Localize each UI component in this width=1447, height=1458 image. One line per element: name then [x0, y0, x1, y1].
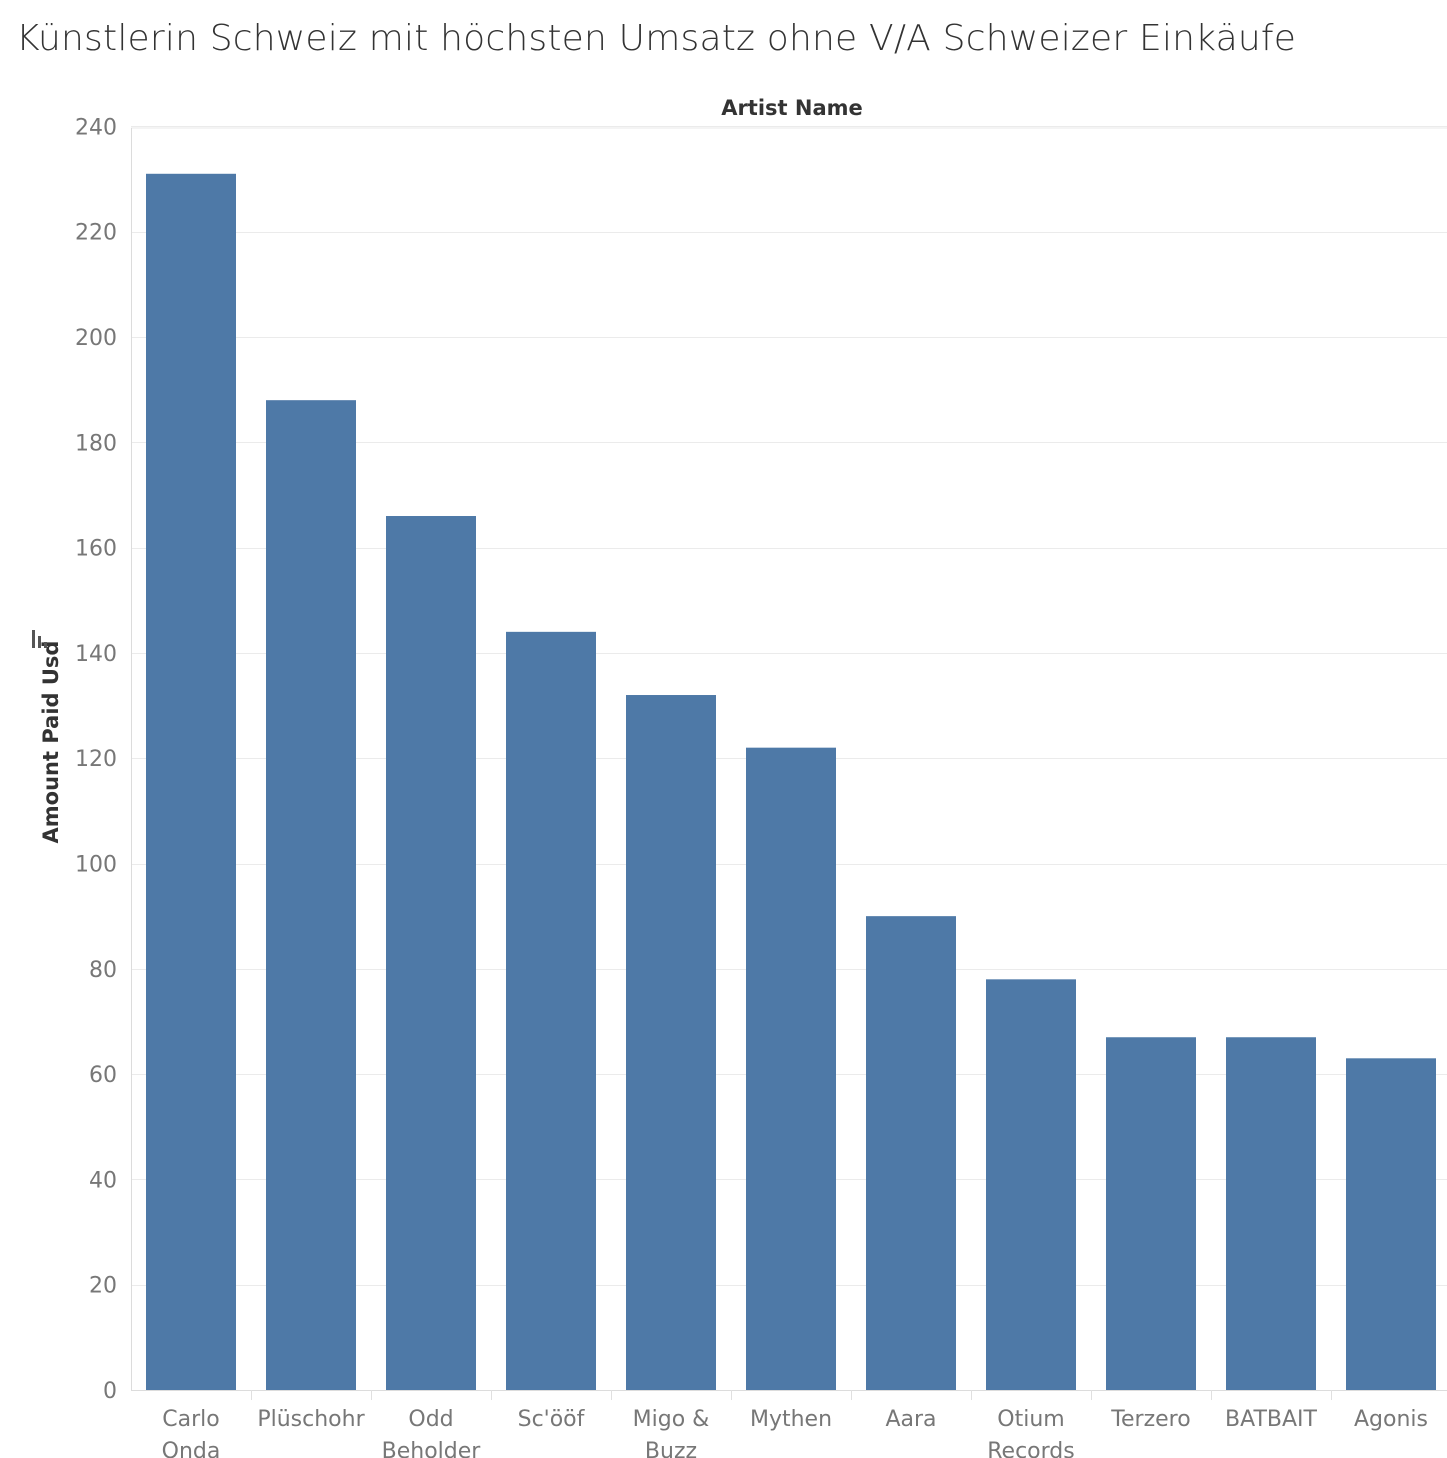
x-tick-label: Beholder	[382, 1439, 482, 1458]
y-tick-label: 220	[75, 221, 117, 246]
chart-title: Künstlerin Schweiz mit höchsten Umsatz o…	[16, 18, 1297, 59]
bar	[986, 979, 1076, 1390]
bar	[506, 631, 596, 1390]
y-tick-label: 200	[75, 326, 117, 351]
x-tick-label: Onda	[162, 1439, 221, 1458]
y-tick-label: 100	[75, 853, 117, 878]
y-tick-label: 0	[103, 1379, 117, 1404]
y-tick-label: 240	[75, 115, 117, 140]
x-tick-label: Records	[987, 1439, 1074, 1458]
bar	[1106, 1037, 1196, 1390]
bar	[386, 516, 476, 1390]
bars	[146, 173, 1436, 1390]
bar	[266, 400, 356, 1390]
x-tick-label: Agonis	[1354, 1407, 1428, 1432]
x-tick-label: Mythen	[750, 1407, 832, 1432]
x-tick-label: Odd	[408, 1407, 453, 1432]
x-tick-label: BATBAIT	[1225, 1407, 1318, 1432]
y-tick-label: 120	[75, 747, 117, 772]
bar	[866, 916, 956, 1390]
axes	[131, 127, 1447, 1400]
y-axis-title: Amount Paid Usd	[39, 641, 63, 844]
bar	[746, 747, 836, 1390]
x-tick-label: Carlo	[162, 1407, 219, 1432]
bar	[1346, 1058, 1436, 1390]
y-tick-label: 20	[89, 1274, 117, 1299]
x-category-labels: Carlo Onda Plüschohr Odd Beholder Sc'ööf Migo …	[162, 1407, 1428, 1458]
x-tick-label: Terzero	[1110, 1407, 1190, 1432]
y-tick-label: 140	[75, 642, 117, 667]
bar	[1226, 1037, 1316, 1390]
column-header: Artist Name	[721, 96, 863, 120]
y-tick-labels: 0 20 40 60 80 100 120 140 160 180 200 220 240	[75, 115, 117, 1404]
x-tick-label: Aara	[885, 1407, 936, 1432]
y-axis-title-group: Amount Paid Usd	[39, 641, 63, 844]
x-tick-label: Migo &	[633, 1407, 710, 1432]
x-tick-label: Sc'ööf	[518, 1407, 586, 1432]
bar	[626, 695, 716, 1390]
y-tick-label: 80	[89, 958, 117, 983]
x-tick-label: Otium	[997, 1407, 1064, 1432]
y-tick-label: 180	[75, 431, 117, 456]
y-tick-label: 60	[89, 1063, 117, 1088]
sort-descending-icon[interactable]	[32, 630, 47, 648]
y-tick-label: 160	[75, 537, 117, 562]
bar	[146, 173, 236, 1390]
x-tick-label: Plüschohr	[257, 1407, 365, 1432]
y-tick-label: 40	[89, 1168, 117, 1193]
x-tick-label: Buzz	[645, 1439, 697, 1458]
